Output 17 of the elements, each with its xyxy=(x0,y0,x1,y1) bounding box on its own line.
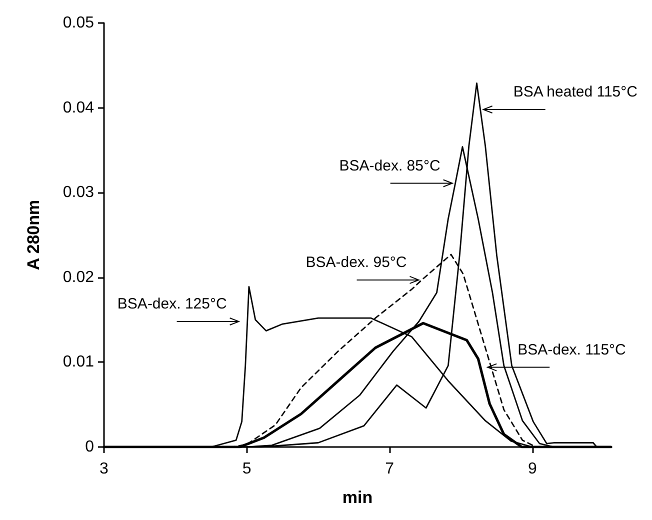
annotation: BSA heated 115°C xyxy=(513,83,638,100)
x-tick-label: 5 xyxy=(242,460,252,478)
x-tick-label: 7 xyxy=(385,460,394,478)
x-tick-label: 3 xyxy=(100,460,109,478)
y-tick-label: 0.04 xyxy=(62,99,94,116)
y-tick-label: 0.05 xyxy=(62,14,94,32)
annotation: BSA-dex. 85°C xyxy=(339,157,440,174)
y-tick-label: 0.02 xyxy=(62,268,94,286)
x-axis-title: min xyxy=(342,488,373,507)
annotation: BSA-dex. 95°C xyxy=(306,254,407,271)
y-tick-label: 0.03 xyxy=(62,184,94,202)
y-tick-label: 0.01 xyxy=(62,354,94,371)
annotation: BSA-dex. 115°C xyxy=(518,341,626,358)
y-axis-title: A 280nm xyxy=(24,200,43,270)
annotation: BSA-dex. 125°C xyxy=(117,295,227,312)
y-tick-label: 0 xyxy=(85,438,94,456)
x-tick-label: 9 xyxy=(528,460,537,478)
